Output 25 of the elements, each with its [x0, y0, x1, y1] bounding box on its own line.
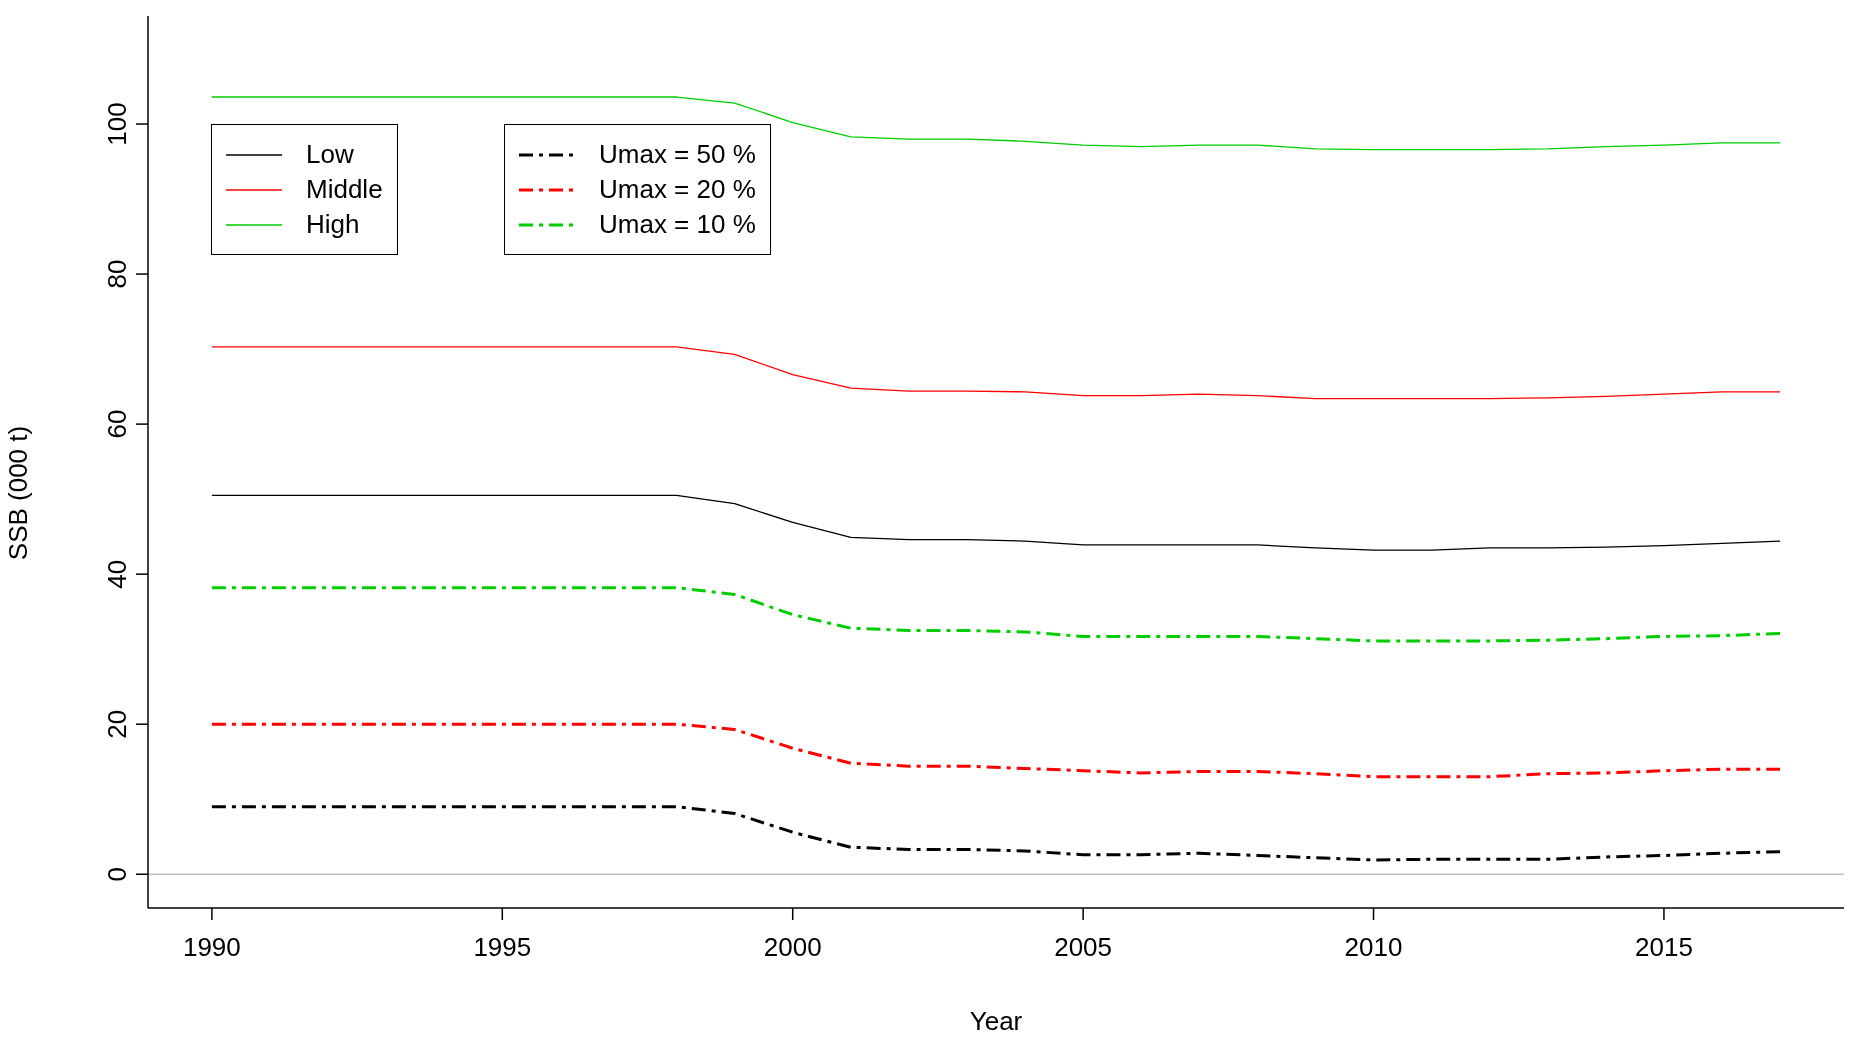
x-tick-label: 2000: [763, 932, 822, 962]
legend-label: Middle: [306, 174, 383, 205]
legend-label: High: [306, 209, 360, 240]
line-series: [210, 722, 1782, 779]
x-tick-label: 1990: [182, 932, 241, 962]
x-axis-title: Year: [968, 1006, 1024, 1037]
line-series: [211, 494, 1781, 551]
legend-label: Umax = 20 %: [599, 174, 756, 205]
y-tick-label: 20: [102, 709, 132, 739]
legend-label: Umax = 50 %: [599, 139, 756, 170]
line-series: [210, 586, 1782, 643]
x-tick-label: 1995: [473, 932, 532, 962]
line-series: [211, 346, 1781, 400]
legend-label: Umax = 10 %: [599, 209, 756, 240]
y-tick-label: 0: [102, 867, 132, 882]
x-tick-label: 2010: [1344, 932, 1403, 962]
y-tick-label: 60: [102, 409, 132, 439]
y-tick-label: 80: [102, 259, 132, 289]
y-tick-label: 100: [102, 102, 132, 146]
y-tick-label: 40: [102, 559, 132, 589]
legend-label: Low: [306, 139, 354, 170]
x-tick-label: 2015: [1635, 932, 1693, 962]
y-axis-title: SSB (000 t): [2, 425, 34, 561]
x-tick-label: 2005: [1054, 932, 1113, 962]
line-series: [210, 805, 1782, 862]
